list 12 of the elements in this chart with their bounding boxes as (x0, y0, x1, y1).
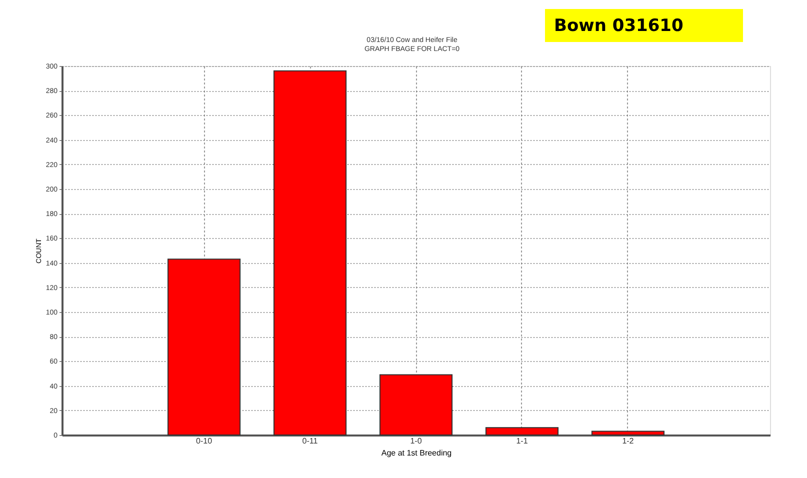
bar (591, 430, 665, 436)
x-tick-label: 1-0 (410, 436, 422, 446)
bar (485, 427, 559, 436)
bar (273, 70, 347, 436)
x-tick-label: 1-1 (516, 436, 528, 446)
x-tick-label: 0-10 (196, 436, 213, 446)
bar (167, 258, 241, 436)
x-axis-title: Age at 1st Breeding (381, 448, 452, 458)
x-tick-label: 0-11 (302, 436, 318, 446)
bar (379, 374, 453, 436)
x-tick-label: 1-2 (622, 436, 634, 446)
text: Bown 031610 (554, 16, 684, 36)
